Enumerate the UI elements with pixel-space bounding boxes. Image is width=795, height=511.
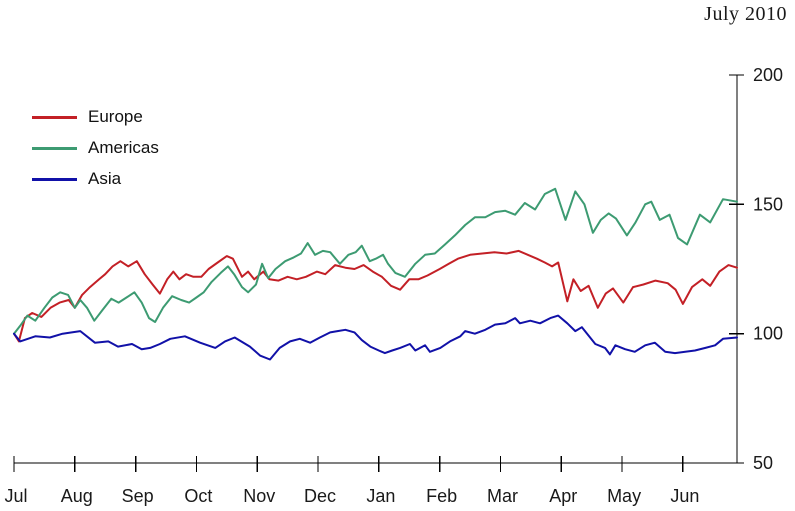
- y-tick-label: 100: [753, 324, 783, 344]
- x-tick-label: Oct: [184, 486, 212, 506]
- x-tick-label: Nov: [243, 486, 275, 506]
- y-tick-label: 200: [753, 65, 783, 85]
- x-tick-label: Jan: [366, 486, 395, 506]
- legend-label-asia: Asia: [88, 169, 122, 188]
- x-tick-label: Mar: [487, 486, 518, 506]
- series-line-europe: [13, 249, 738, 343]
- legend-item-asia: Asia: [32, 168, 159, 190]
- x-tick-label: Jul: [4, 486, 27, 506]
- americas-line-swatch-icon: [32, 146, 77, 150]
- y-tick-label: 150: [753, 194, 783, 214]
- x-tick-label: Aug: [61, 486, 93, 506]
- asia-line-swatch-icon: [32, 177, 77, 181]
- chart-title: July 2010: [704, 3, 787, 25]
- legend-label-americas: Americas: [88, 138, 159, 157]
- x-tick-label: Feb: [426, 486, 457, 506]
- legend-item-americas: Americas: [32, 137, 159, 159]
- series-line-asia: [13, 314, 738, 361]
- x-tick-label: May: [607, 486, 641, 506]
- europe-line-swatch-icon: [32, 115, 77, 119]
- x-tick-label: Dec: [304, 486, 336, 506]
- legend-item-europe: Europe: [32, 106, 159, 128]
- x-tick-label: Apr: [549, 486, 577, 506]
- y-tick-label: 50: [753, 453, 773, 473]
- legend-label-europe: Europe: [88, 107, 143, 126]
- x-tick-label: Sep: [122, 486, 154, 506]
- chart-legend: Europe Americas Asia: [32, 106, 159, 190]
- x-tick-label: Jun: [670, 486, 699, 506]
- series-line-americas: [13, 187, 738, 335]
